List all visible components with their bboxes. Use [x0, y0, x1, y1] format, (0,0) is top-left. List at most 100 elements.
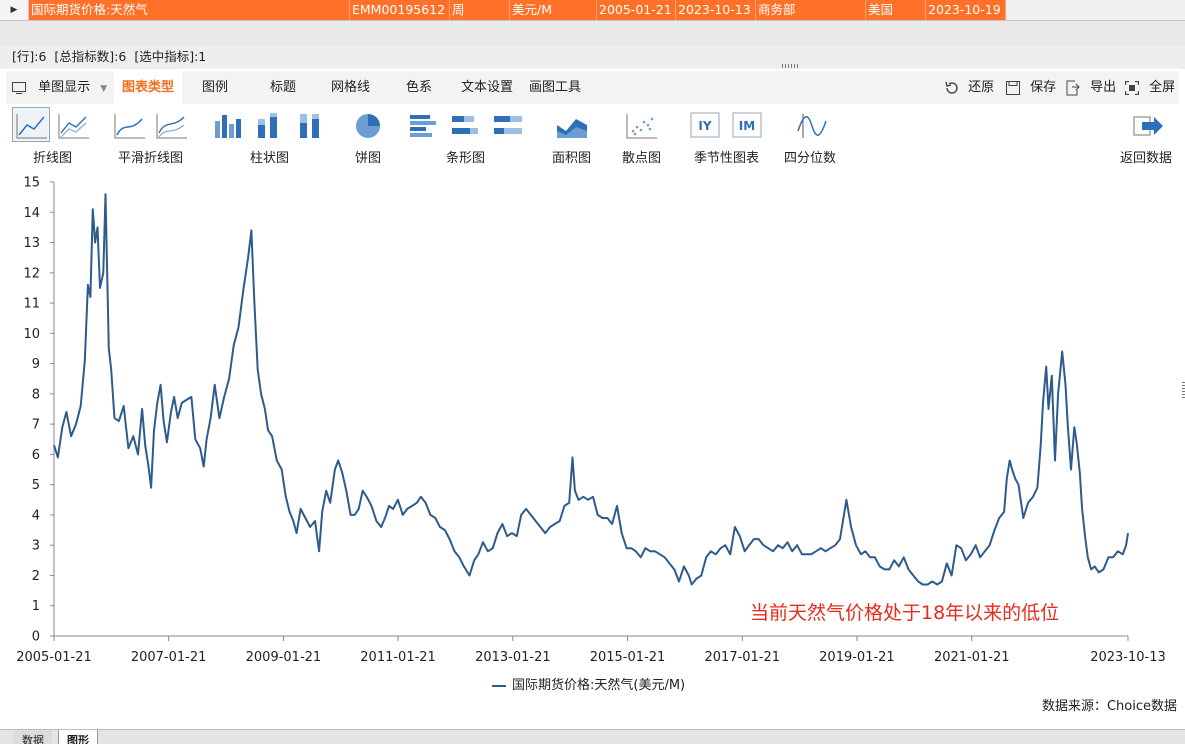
single-view-label: 单图显示 [38, 80, 91, 95]
y-tick-label: 7 [32, 418, 40, 433]
seasonal-monthly-glyph: IM [739, 119, 755, 133]
y-tick-label: 12 [23, 266, 40, 281]
y-tick-label: 8 [32, 387, 40, 402]
save-label: 保存 [1030, 80, 1057, 95]
seasonal-monthly-icon[interactable]: IM [730, 111, 766, 141]
chevron-down-icon: ▼ [100, 84, 108, 94]
seasonal-yearly-glyph: IY [698, 119, 711, 133]
total-indicator-count: [总指标数]:6 [54, 49, 127, 64]
cell-unit[interactable]: 美元/M [510, 0, 597, 20]
stacked-column-chart-icon[interactable] [252, 111, 288, 141]
export-button[interactable]: 导出 [1066, 71, 1116, 104]
monitor-icon [12, 81, 26, 94]
chart-legend[interactable]: 国际期货价格:天然气(美元/M) [492, 674, 685, 693]
fullscreen-label: 全屏 [1149, 80, 1176, 95]
column-chart-icon[interactable] [210, 111, 246, 141]
smooth-line-chart-icon[interactable] [112, 111, 148, 141]
cell-start-date[interactable]: 2005-01-21 [597, 0, 676, 20]
chart-toolbar-tabs: 单图显示 ▼ 图表类型 图例 标题 网格线 色系 文本设置 画图工具 还原 保存… [6, 71, 1179, 105]
chart-area: 0 1 2 3 4 5 6 7 8 9 10 11 12 13 14 15 2005-01-21 2007-01-… [6, 168, 1179, 718]
line-chart-icon[interactable] [14, 111, 50, 141]
seasonal-chart-label: 季节性图表 [694, 151, 760, 166]
status-bar: [行]:6 [总指标数]:6 [选中指标]:1 [0, 45, 1185, 69]
cell-region[interactable]: 美国 [866, 0, 926, 20]
chart-type-ribbon: IY IM 折线图 平滑折线图 柱状图 饼图 条形图 面积图 散点图 季节性图表… [6, 104, 1179, 168]
selected-indicator-count: [选中指标]:1 [134, 49, 207, 64]
scatter-chart-icon[interactable] [624, 111, 660, 141]
tab-drawing-tools[interactable]: 画图工具 [529, 80, 582, 95]
x-tick-label: 2009-01-21 [246, 650, 322, 665]
x-tick-label: 2005-01-21 [16, 650, 92, 665]
tab-chart-type[interactable]: 图表类型 [114, 71, 183, 104]
y-tick-label: 9 [32, 357, 40, 372]
bar-chart-label: 条形图 [446, 151, 486, 166]
export-label: 导出 [1090, 80, 1117, 95]
save-button[interactable]: 保存 [1006, 71, 1056, 104]
legend-label: 国际期货价格:天然气(美元/M) [512, 678, 686, 693]
tab-title[interactable]: 标题 [270, 80, 297, 95]
x-tick-label: 2013-01-21 [475, 650, 551, 665]
sheet-tab-bar: 数据 图形 [0, 729, 1185, 744]
row-count: [行]:6 [12, 49, 47, 64]
cell-frequency[interactable]: 周 [450, 0, 510, 20]
y-tick-label: 1 [32, 599, 40, 614]
cell-update-date[interactable]: 2023-10-19 [926, 0, 1006, 20]
cell-indicator-name[interactable]: 国际期货价格:天然气 [29, 0, 350, 20]
cell-end-date[interactable]: 2023-10-13 [676, 0, 756, 20]
quantile-chart-icon[interactable] [794, 111, 830, 141]
selected-chart-type-highlight [12, 107, 50, 142]
legend-line-swatch [492, 684, 506, 687]
save-icon [1006, 80, 1020, 95]
fullscreen-button[interactable]: 全屏 [1125, 71, 1175, 104]
seasonal-yearly-icon[interactable]: IY [688, 111, 724, 141]
y-tick-label: 6 [32, 448, 40, 463]
side-splitter-handle[interactable] [1182, 382, 1185, 400]
sheet-tab-chart[interactable]: 图形 [58, 730, 98, 744]
sheet-tab-data[interactable]: 数据 [14, 730, 52, 744]
percent-column-chart-icon[interactable] [294, 111, 330, 141]
x-tick-label: 2017-01-21 [705, 650, 781, 665]
y-tick-label: 13 [23, 236, 40, 251]
scatter-chart-label: 散点图 [622, 151, 662, 166]
restore-button[interactable]: 还原 [944, 71, 994, 104]
x-tick-label: 2015-01-21 [590, 650, 666, 665]
row-selector-icon[interactable]: ▶ [0, 0, 29, 20]
y-tick-label: 4 [32, 508, 40, 523]
line-chart-label: 折线图 [33, 151, 73, 166]
quantile-chart-label: 四分位数 [784, 151, 837, 166]
x-tick-label: 2021-01-21 [934, 650, 1010, 665]
area-chart-icon[interactable] [554, 111, 590, 141]
cell-source[interactable]: 商务部 [756, 0, 866, 20]
line-marker-chart-icon[interactable] [56, 111, 92, 141]
percent-bar-chart-icon[interactable] [490, 111, 526, 141]
tab-legend[interactable]: 图例 [202, 80, 229, 95]
tab-gridlines[interactable]: 网格线 [331, 80, 371, 95]
y-tick-label: 10 [23, 327, 40, 342]
export-icon [1066, 80, 1080, 95]
splitter-handle[interactable] [782, 64, 798, 68]
y-tick-label: 3 [32, 539, 40, 554]
column-chart-label: 柱状图 [250, 151, 290, 166]
area-chart-label: 面积图 [552, 151, 592, 166]
single-view-toggle[interactable]: 单图显示 ▼ [12, 71, 107, 104]
data-source-note: 数据来源：Choice数据 [1041, 699, 1177, 714]
tab-text-settings[interactable]: 文本设置 [461, 80, 514, 95]
fullscreen-icon [1125, 80, 1139, 95]
bar-chart-icon[interactable] [406, 111, 442, 141]
tab-color-scheme[interactable]: 色系 [406, 80, 433, 95]
y-tick-label: 0 [32, 630, 40, 645]
cell-code[interactable]: EMM00195612 [350, 0, 450, 20]
pie-chart-icon[interactable] [350, 111, 386, 141]
y-tick-label: 15 [23, 176, 40, 191]
return-data-label: 返回数据 [1120, 151, 1173, 166]
data-grid-row[interactable]: ▶ 国际期货价格:天然气 EMM00195612 周 美元/M 2005-01-… [0, 0, 1185, 21]
return-data-icon[interactable] [1130, 111, 1166, 141]
smooth-line-multi-icon[interactable] [154, 111, 190, 141]
pie-chart-label: 饼图 [355, 151, 382, 166]
y-tick-label: 2 [32, 569, 40, 584]
y-tick-label: 11 [23, 297, 40, 312]
stacked-bar-chart-icon[interactable] [448, 111, 484, 141]
y-tick-label: 14 [23, 206, 40, 221]
chart-annotation: 当前天然气价格处于18年以来的低位 [750, 602, 1060, 624]
